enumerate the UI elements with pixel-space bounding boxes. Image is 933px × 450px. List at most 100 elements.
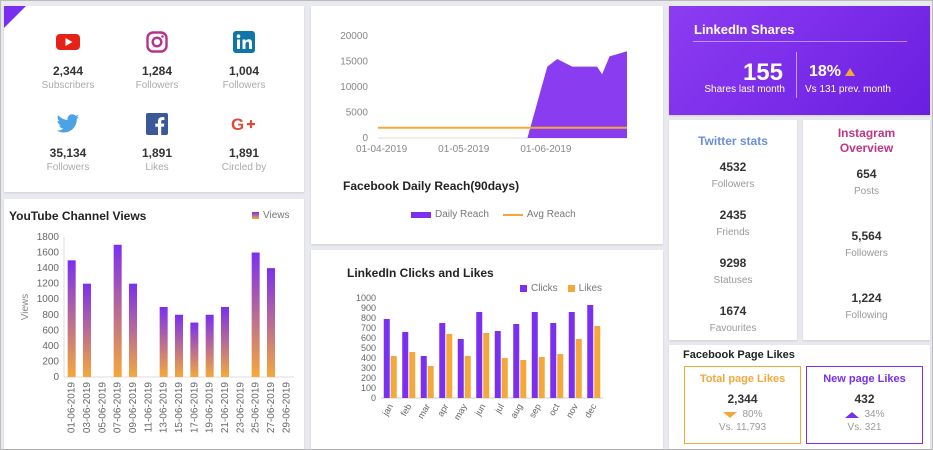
social-stat-label: Followers: [222, 80, 266, 91]
shares-pct: 18%: [809, 63, 842, 80]
linkedin-icon: [194, 28, 294, 56]
likes-bar: [483, 333, 490, 398]
x-tick-label: jul: [492, 402, 506, 416]
facebook-reach-title: Facebook Daily Reach(90days): [343, 179, 520, 193]
y-tick-label: 800: [361, 313, 376, 323]
instagram-overview-card: Instagram Overview 654 Posts 5,564 Follow…: [803, 120, 930, 340]
facebook-reach-legend: Daily Reach Avg Reach: [411, 209, 576, 220]
total-likes-value: 2,344: [727, 392, 758, 406]
views-bar: [267, 268, 275, 377]
social-stat-value: 1,004: [228, 64, 260, 78]
linkedin-clicks-legend: Clicks Likes: [520, 283, 602, 294]
youtube-views-card: YouTube Channel Views Views 0 200 400 600 80…: [4, 199, 304, 449]
clicks-bar: [476, 312, 483, 398]
shares-sub: Vs 131 prev. month: [805, 84, 891, 95]
social-stat-linkedin: 1,004 Followers: [194, 28, 294, 91]
linkedin-shares-title: LinkedIn Shares: [694, 22, 795, 37]
y-tick-label: 100: [361, 383, 376, 393]
y-tick-label: 400: [42, 341, 59, 352]
x-tick-label: 09-06-2019: [128, 382, 139, 434]
avg-reach-legend-label: Avg Reach: [526, 209, 576, 220]
new-likes-value: 432: [854, 392, 875, 406]
x-tick-label: mar: [416, 402, 432, 420]
x-tick-label: 01-05-2019: [438, 144, 490, 155]
views-bar: [175, 314, 183, 377]
clicks-bar: [550, 323, 557, 398]
social-summary-card: 2,344 Subscribers 1,284 Followers 1,004 …: [4, 6, 304, 192]
facebook-reach-card: 0 5000 10000 15000 20000 01-04-2019 01-05-2019…: [311, 6, 663, 244]
views-bar: [129, 283, 137, 377]
stat-label: Statuses: [713, 275, 753, 286]
x-tick-label: 19-06-2019: [205, 382, 216, 434]
stat-value: 4532: [719, 160, 747, 174]
shares-divider: [796, 52, 797, 98]
clicks-bar: [494, 331, 501, 398]
svg-text:G: G: [231, 116, 244, 132]
linkedin-clicks-title: LinkedIn Clicks and Likes: [347, 266, 494, 280]
facebook-page-likes-card: Facebook Page Likes Total page Likes 2,3…: [669, 345, 930, 449]
stat-following: 1,224 Following: [803, 291, 930, 321]
social-stat-label: Likes: [145, 162, 169, 173]
instagram-title-line2: Overview: [839, 141, 894, 155]
twitter-stats-card: Twitter stats 4532 Followers 2435 Friends…: [669, 120, 797, 340]
linkedin-clicks-card: LinkedIn Clicks and Likes Clicks Likes 0…: [311, 250, 663, 449]
x-tick-label: 29-06-2019: [281, 382, 292, 434]
daily-reach-swatch: [411, 211, 431, 218]
total-likes-title: Total page Likes: [699, 373, 786, 385]
views-bar: [67, 260, 76, 377]
avg-reach-swatch: [502, 213, 523, 216]
x-tick-label: 01-04-2019: [356, 144, 408, 155]
y-tick-label: 20000: [340, 31, 368, 42]
x-tick-label: 25-06-2019: [251, 382, 262, 434]
x-tick-label: aug: [508, 402, 524, 420]
y-tick-label: 1000: [356, 293, 376, 303]
triangle-down-icon: [723, 411, 738, 418]
x-tick-label: 27-06-2019: [266, 382, 277, 434]
likes-bar: [427, 366, 434, 398]
social-stat-label: Circled by: [221, 162, 267, 173]
x-tick-label: apr: [435, 402, 450, 418]
y-tick-label: 5000: [346, 108, 369, 119]
stat-value: 2435: [719, 208, 747, 222]
clicks-bar: [439, 323, 446, 398]
y-tick-label: 1200: [37, 279, 60, 290]
clicks-swatch: [520, 285, 527, 292]
x-tick-label: may: [452, 402, 469, 422]
social-stat-label: Followers: [135, 80, 179, 91]
y-tick-label: 200: [361, 373, 376, 383]
instagram-title-line1: Instagram: [837, 126, 896, 140]
y-tick-label: 900: [361, 303, 376, 313]
shares-change: 18%: [809, 63, 856, 81]
views-bar: [205, 314, 214, 377]
youtube-views-legend: Views: [252, 210, 290, 221]
facebook-icon: [107, 110, 207, 138]
social-stat-google-plus: G 1,891 Circled by: [194, 110, 294, 173]
social-stat-value: 35,134: [49, 146, 87, 160]
likes-bar: [409, 352, 416, 398]
y-tick-label: 200: [42, 356, 59, 367]
y-tick-label: 0: [371, 393, 376, 403]
stat-value: 5,564: [851, 229, 882, 243]
stat-label: Following: [845, 310, 888, 321]
new-page-likes-box: New page Likes 432 34% Vs. 321: [806, 366, 923, 444]
likes-legend-label: Likes: [578, 283, 603, 294]
new-likes-pct: 34%: [864, 409, 885, 420]
views-bar: [190, 322, 199, 377]
y-tick-label: 700: [361, 323, 376, 333]
x-tick-label: jun: [472, 402, 487, 418]
stat-value: 9298: [719, 256, 747, 270]
daily-reach-legend-label: Daily Reach: [435, 209, 489, 220]
clicks-bar: [531, 312, 538, 398]
stat-label: Posts: [853, 186, 879, 197]
likes-bar: [390, 356, 397, 398]
stat-value: 654: [856, 167, 877, 181]
social-stat-label: Subscribers: [41, 80, 95, 91]
y-tick-label: 600: [361, 333, 376, 343]
likes-swatch: [567, 285, 575, 292]
social-stat-youtube: 2,344 Subscribers: [18, 28, 118, 91]
social-stat-value: 1,891: [228, 146, 260, 160]
clicks-legend-label: Clicks: [531, 283, 558, 294]
y-axis-label: Views: [20, 294, 31, 321]
social-stat-label: Followers: [46, 162, 90, 173]
